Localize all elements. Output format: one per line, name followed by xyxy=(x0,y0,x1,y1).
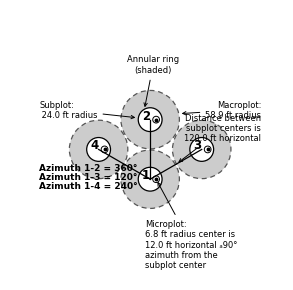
Circle shape xyxy=(138,108,162,132)
Circle shape xyxy=(173,120,231,179)
Circle shape xyxy=(121,90,179,149)
Circle shape xyxy=(138,167,162,191)
Text: 4: 4 xyxy=(90,139,98,152)
Text: 1: 1 xyxy=(142,169,150,182)
Text: Azimuth 1-3 = 120°: Azimuth 1-3 = 120° xyxy=(39,173,137,182)
Text: Distance between
subplot centers is
120.0 ft horizontal: Distance between subplot centers is 120.… xyxy=(179,114,261,162)
Circle shape xyxy=(87,137,110,161)
Circle shape xyxy=(153,116,159,123)
Text: Azimuth 1-2 = 360°: Azimuth 1-2 = 360° xyxy=(39,164,137,173)
Text: Annular ring
(shaded): Annular ring (shaded) xyxy=(127,55,179,106)
Text: Microplot:
6.8 ft radius center is
12.0 ft horizontal ₐ90°
azimuth from the
subp: Microplot: 6.8 ft radius center is 12.0 … xyxy=(145,183,238,270)
Text: 3: 3 xyxy=(193,139,202,152)
Circle shape xyxy=(69,120,128,179)
Circle shape xyxy=(204,146,211,153)
Circle shape xyxy=(153,176,159,183)
Circle shape xyxy=(121,150,179,209)
Circle shape xyxy=(190,137,214,161)
Circle shape xyxy=(101,146,108,153)
Text: Subplot:
 24.0 ft radius: Subplot: 24.0 ft radius xyxy=(39,101,134,120)
Text: Azimuth 1-4 = 240°: Azimuth 1-4 = 240° xyxy=(39,182,138,191)
Text: Macroplot:
58.9 ft radius: Macroplot: 58.9 ft radius xyxy=(183,101,261,120)
Text: 2: 2 xyxy=(142,110,150,123)
